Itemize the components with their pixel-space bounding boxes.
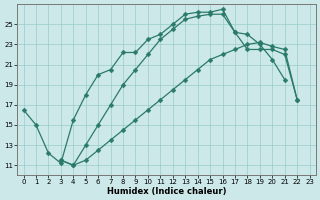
X-axis label: Humidex (Indice chaleur): Humidex (Indice chaleur) (107, 187, 226, 196)
